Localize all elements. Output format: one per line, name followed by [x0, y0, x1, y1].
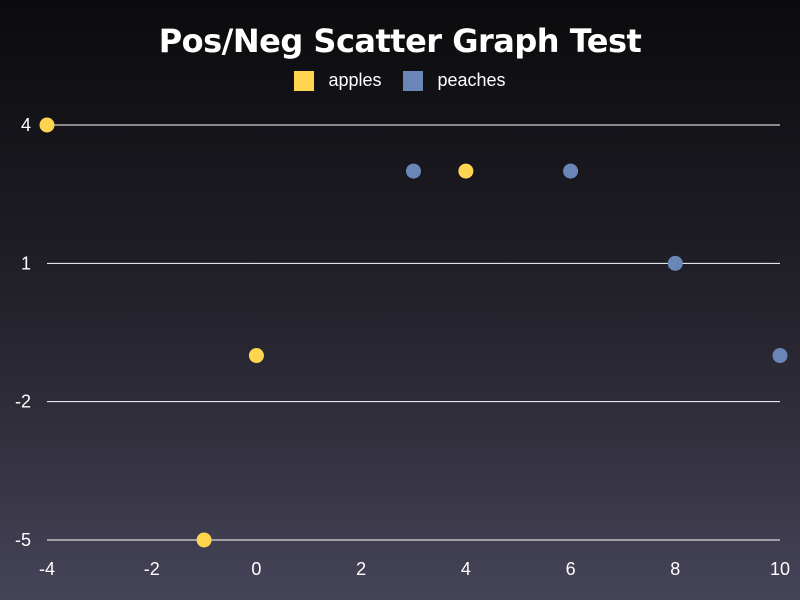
legend-label-peaches: peaches: [437, 70, 506, 90]
point-apples[interactable]: [248, 348, 264, 364]
legend-label-apples: apples: [328, 70, 382, 90]
point-apples[interactable]: [39, 117, 55, 133]
point-peaches[interactable]: [406, 163, 421, 179]
x-tick-label: 8: [670, 559, 680, 579]
legend-swatch-apples: [294, 70, 315, 91]
x-tick-label: -4: [39, 559, 55, 579]
x-tick-label: 2: [356, 559, 366, 579]
point-apples[interactable]: [458, 163, 474, 179]
y-tick-label: -2: [15, 392, 31, 412]
x-tick-label: 4: [461, 559, 471, 579]
point-peaches[interactable]: [563, 163, 579, 179]
legend-item-apples[interactable]: apples: [294, 70, 381, 91]
chart-title: Pos/Neg Scatter Graph Test: [158, 22, 642, 60]
x-tick-label: -2: [144, 559, 160, 579]
y-tick-label: 4: [21, 115, 31, 135]
x-tick-label: 0: [251, 559, 261, 579]
y-tick-label: 1: [21, 253, 31, 273]
x-tick-label: 10: [770, 559, 790, 579]
point-peaches[interactable]: [667, 255, 683, 271]
legend: apples peaches: [0, 70, 800, 91]
legend-item-peaches[interactable]: peaches: [403, 70, 506, 91]
point-peaches[interactable]: [772, 348, 788, 364]
legend-swatch-peaches: [403, 70, 424, 91]
y-tick-label: -5: [15, 530, 31, 550]
point-apples[interactable]: [196, 532, 212, 548]
x-tick-label: 6: [566, 559, 576, 579]
